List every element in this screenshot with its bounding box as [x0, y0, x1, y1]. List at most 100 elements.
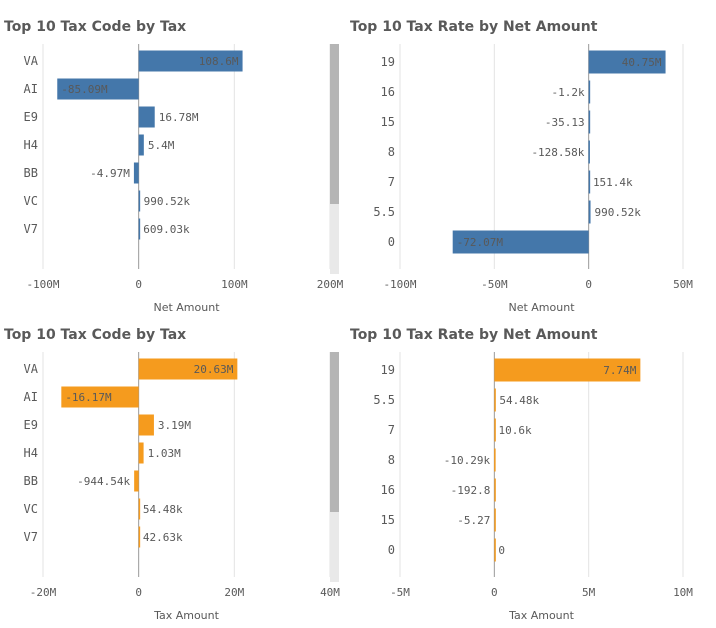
category-label: 8 — [388, 145, 395, 159]
data-label: 990.52k — [595, 206, 642, 219]
bar — [452, 230, 589, 254]
category-label: 5.5 — [373, 393, 395, 407]
data-label: -944.54k — [77, 475, 130, 488]
data-label: 16.78M — [159, 111, 199, 124]
scrollbar-thumb — [330, 44, 339, 204]
category-label: 16 — [381, 483, 395, 497]
category-label: 8 — [388, 453, 395, 467]
bar — [138, 218, 141, 240]
x-tick-label: -5M — [390, 586, 410, 599]
data-label: 42.63k — [143, 531, 183, 544]
chart-title: Top 10 Tax Code by Tax — [4, 19, 187, 35]
chart-title: Top 10 Tax Rate by Net Amount — [350, 327, 598, 343]
data-label: 0 — [498, 544, 505, 557]
data-label: -16.17M — [65, 391, 112, 404]
x-tick-label: 5M — [582, 586, 596, 599]
x-axis-title: Tax Amount — [508, 609, 575, 622]
bar — [138, 498, 141, 520]
bar — [494, 538, 496, 562]
data-label: -128.58k — [531, 146, 584, 159]
x-tick-label: 50M — [673, 278, 693, 291]
category-label: H4 — [24, 138, 38, 152]
x-tick-label: 20M — [224, 586, 244, 599]
bar — [588, 140, 590, 164]
bar — [494, 478, 496, 502]
data-label: 7.74M — [603, 364, 636, 377]
x-tick-label: 0 — [135, 278, 142, 291]
bar — [588, 170, 591, 194]
x-tick-label: 40M — [320, 586, 340, 599]
data-label: -35.13 — [545, 116, 585, 129]
data-label: -72.07M — [457, 236, 504, 249]
category-label: 5.5 — [373, 205, 395, 219]
category-label: VA — [24, 362, 39, 376]
data-label: -1.2k — [552, 86, 585, 99]
bar — [138, 50, 243, 72]
category-label: E9 — [24, 418, 38, 432]
x-tick-label: 0 — [585, 278, 592, 291]
data-label: 20.63M — [194, 363, 234, 376]
bar — [138, 358, 238, 380]
x-axis-title: Tax Amount — [153, 609, 220, 622]
category-label: V7 — [24, 222, 38, 236]
category-label: H4 — [24, 446, 38, 460]
category-label: VA — [24, 54, 39, 68]
category-label: 7 — [388, 175, 395, 189]
bar — [57, 78, 139, 100]
chart-panel-4: Top 10 Tax Rate by Net Amount -5M 0 5M 10M 1… — [350, 322, 695, 622]
chart-panel-3: Top 10 Tax Code by Tax -20M 0 20M 40M VA 20.6… — [0, 322, 345, 622]
bar — [494, 448, 496, 472]
bar-chart[interactable]: -100M -50M 0 50M 19 40.75M 16 -1.2k 15 -35.13 8 -12… — [350, 14, 695, 314]
x-tick-label: 10M — [673, 586, 693, 599]
category-label: 0 — [388, 235, 395, 249]
data-label: -4.97M — [90, 167, 130, 180]
category-label: AI — [24, 82, 38, 96]
bar — [133, 162, 139, 184]
bar — [138, 414, 154, 436]
data-label: -192.8 — [451, 484, 491, 497]
data-label: 3.19M — [158, 419, 191, 432]
bar — [494, 508, 496, 532]
bar — [588, 110, 591, 134]
data-label: 108.6M — [199, 55, 239, 68]
category-label: BB — [24, 474, 38, 488]
x-axis-title: Net Amount — [153, 301, 220, 314]
bar — [61, 386, 139, 408]
category-label: BB — [24, 166, 38, 180]
bar — [138, 106, 155, 128]
data-label: 1.03M — [148, 447, 181, 460]
x-tick-label: 0 — [491, 586, 498, 599]
data-label: 990.52k — [144, 195, 191, 208]
bar — [138, 442, 144, 464]
bar-chart[interactable]: -100M 0 100M 200M VA 108.6M AI -85.09M E9 16.78M H… — [0, 14, 345, 314]
x-axis-title: Net Amount — [508, 301, 575, 314]
data-label: 54.48k — [143, 503, 183, 516]
bar — [588, 80, 591, 104]
category-label: 0 — [388, 543, 395, 557]
category-label: VC — [24, 194, 38, 208]
bar — [134, 470, 139, 492]
chart-panel-1: Top 10 Tax Code by Tax -100M 0 100M 200M VA 1… — [0, 14, 345, 314]
chart-title: Top 10 Tax Code by Tax — [4, 327, 187, 343]
data-label: 5.4M — [148, 139, 175, 152]
x-tick-label: 100M — [221, 278, 248, 291]
category-label: 19 — [381, 55, 395, 69]
chart-panel-2: Top 10 Tax Rate by Net Amount -100M -50M 0… — [350, 14, 695, 314]
data-label: -85.09M — [61, 83, 108, 96]
category-label: 15 — [381, 115, 395, 129]
bar-chart[interactable]: -5M 0 5M 10M 19 7.74M 5.5 54.48k 7 10.6k 8 -10.29k 1… — [350, 322, 695, 622]
data-label: 10.6k — [499, 424, 532, 437]
x-tick-label: 0 — [135, 586, 142, 599]
bar — [588, 200, 591, 224]
data-label: 40.75M — [622, 56, 662, 69]
bar — [494, 358, 641, 382]
category-label: VC — [24, 502, 38, 516]
data-label: -5.27 — [457, 514, 490, 527]
category-label: V7 — [24, 530, 38, 544]
data-label: -10.29k — [444, 454, 491, 467]
x-tick-label: -20M — [30, 586, 57, 599]
x-tick-label: -50M — [481, 278, 508, 291]
data-label: 151.4k — [593, 176, 633, 189]
bar-chart[interactable]: -20M 0 20M 40M VA 20.63M AI -16.17M E9 3.19M H4 1.0… — [0, 322, 345, 622]
data-label: 609.03k — [143, 223, 190, 236]
